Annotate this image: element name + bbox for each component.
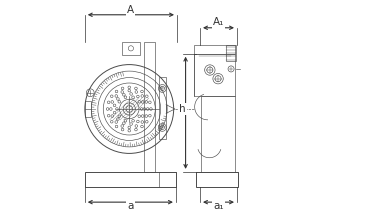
Bar — [194, 54, 235, 96]
Text: a₁: a₁ — [213, 201, 224, 211]
Bar — [85, 101, 92, 117]
Bar — [201, 96, 235, 172]
Text: A: A — [127, 5, 134, 15]
Text: h: h — [179, 104, 186, 114]
Text: a: a — [127, 201, 134, 211]
Bar — [122, 42, 140, 55]
Text: A₁: A₁ — [213, 17, 224, 27]
Bar — [226, 45, 237, 61]
Bar — [144, 42, 155, 172]
Bar — [194, 45, 235, 54]
Bar — [159, 77, 166, 139]
Bar — [196, 172, 238, 187]
Bar — [85, 172, 176, 187]
